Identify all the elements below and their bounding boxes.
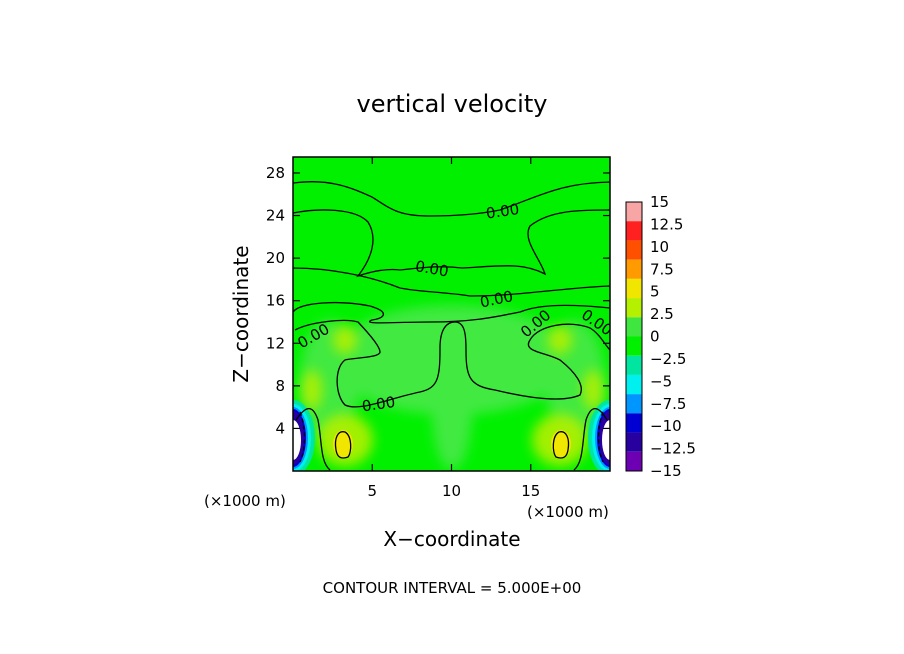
contour-interval-note: CONTOUR INTERVAL = 5.000E+00 (323, 579, 582, 597)
contour-line (293, 181, 610, 217)
colorbar-label: 5 (650, 283, 660, 301)
colorbar-segment (626, 221, 642, 241)
colorbar-label: −2.5 (650, 350, 686, 368)
contour-line (293, 209, 610, 278)
colorbar-label: −15 (650, 462, 682, 480)
contour-line (573, 408, 608, 471)
left-updraft-core (333, 430, 353, 458)
z-tick-label: 4 (275, 419, 285, 437)
contour-line (293, 301, 610, 324)
colorbar-frame (625, 201, 643, 472)
z-unit-label: (×1000 m) (527, 503, 609, 521)
colorbar-segment (626, 451, 642, 471)
colorbar-segment (626, 259, 642, 279)
z-tick-label: 28 (266, 164, 285, 182)
colorbar-label: −10 (650, 417, 682, 435)
chart-title: vertical velocity (357, 90, 548, 118)
colorbar-segment (626, 336, 642, 356)
right-updraft-core (551, 430, 571, 458)
x-axis-ticks: 5 10 15 (367, 157, 540, 500)
x-tick-label: 5 (367, 482, 377, 500)
colorbar-label: −7.5 (650, 395, 686, 413)
z-tick-label: 12 (266, 334, 285, 352)
z-tick-label: 24 (266, 207, 285, 225)
z-tick-label: 16 (266, 292, 285, 310)
zero-contours (293, 181, 610, 471)
contour-line (295, 408, 331, 471)
contour-label: 0.00 (361, 393, 397, 415)
contour-line (334, 431, 352, 459)
colorbar-label: 12.5 (650, 215, 683, 233)
contour-line (294, 319, 610, 408)
colorbar-segment (626, 374, 642, 395)
contour-line (293, 267, 610, 297)
colorbar-label: 15 (650, 193, 669, 211)
colorbar-segment (626, 355, 642, 375)
x-unit-label: (×1000 m) (204, 492, 286, 510)
colorbar-segment (626, 413, 642, 433)
colorbar-segment (626, 202, 642, 222)
colorbar-segment (626, 317, 642, 337)
colorbar: 15 12.5 10 7.5 5 2.5 0 −2.5 −5 −7.5 −10 −12.5 −15 (625, 193, 696, 480)
colorbar-segment (626, 394, 642, 414)
colorbar-segment (626, 240, 642, 260)
z-axis-ticks: 4 8 12 16 20 24 28 (266, 164, 610, 437)
colorbar-label: 10 (650, 238, 669, 256)
colorbar-label: 2.5 (650, 305, 674, 323)
colorbar-segment (626, 432, 642, 452)
x-axis-label: X−coordinate (383, 527, 520, 551)
x-tick-label: 15 (521, 482, 540, 500)
x-tick-label: 10 (442, 482, 461, 500)
z-tick-label: 8 (275, 377, 285, 395)
colorbar-segment (626, 278, 642, 299)
contour-line (552, 431, 570, 459)
z-tick-label: 20 (266, 249, 285, 267)
colorbar-label: −5 (650, 372, 672, 390)
contour-label: 0.00 (414, 257, 450, 281)
colorbar-label: 0 (650, 328, 660, 346)
plot-axes: 5 10 15 4 8 12 16 20 24 28 (×1000 m) (×1000 m) X… (204, 156, 611, 551)
contour-label: 0.00 (485, 200, 521, 222)
z-axis-label: Z−coordinate (229, 245, 253, 382)
colorbar-label: 7.5 (650, 260, 674, 278)
colorbar-segment (626, 298, 642, 318)
colorbar-label: −12.5 (650, 440, 696, 458)
velocity-field: 0.00 0.00 0.00 0.00 0.00 0.00 0.00 (293, 157, 610, 471)
